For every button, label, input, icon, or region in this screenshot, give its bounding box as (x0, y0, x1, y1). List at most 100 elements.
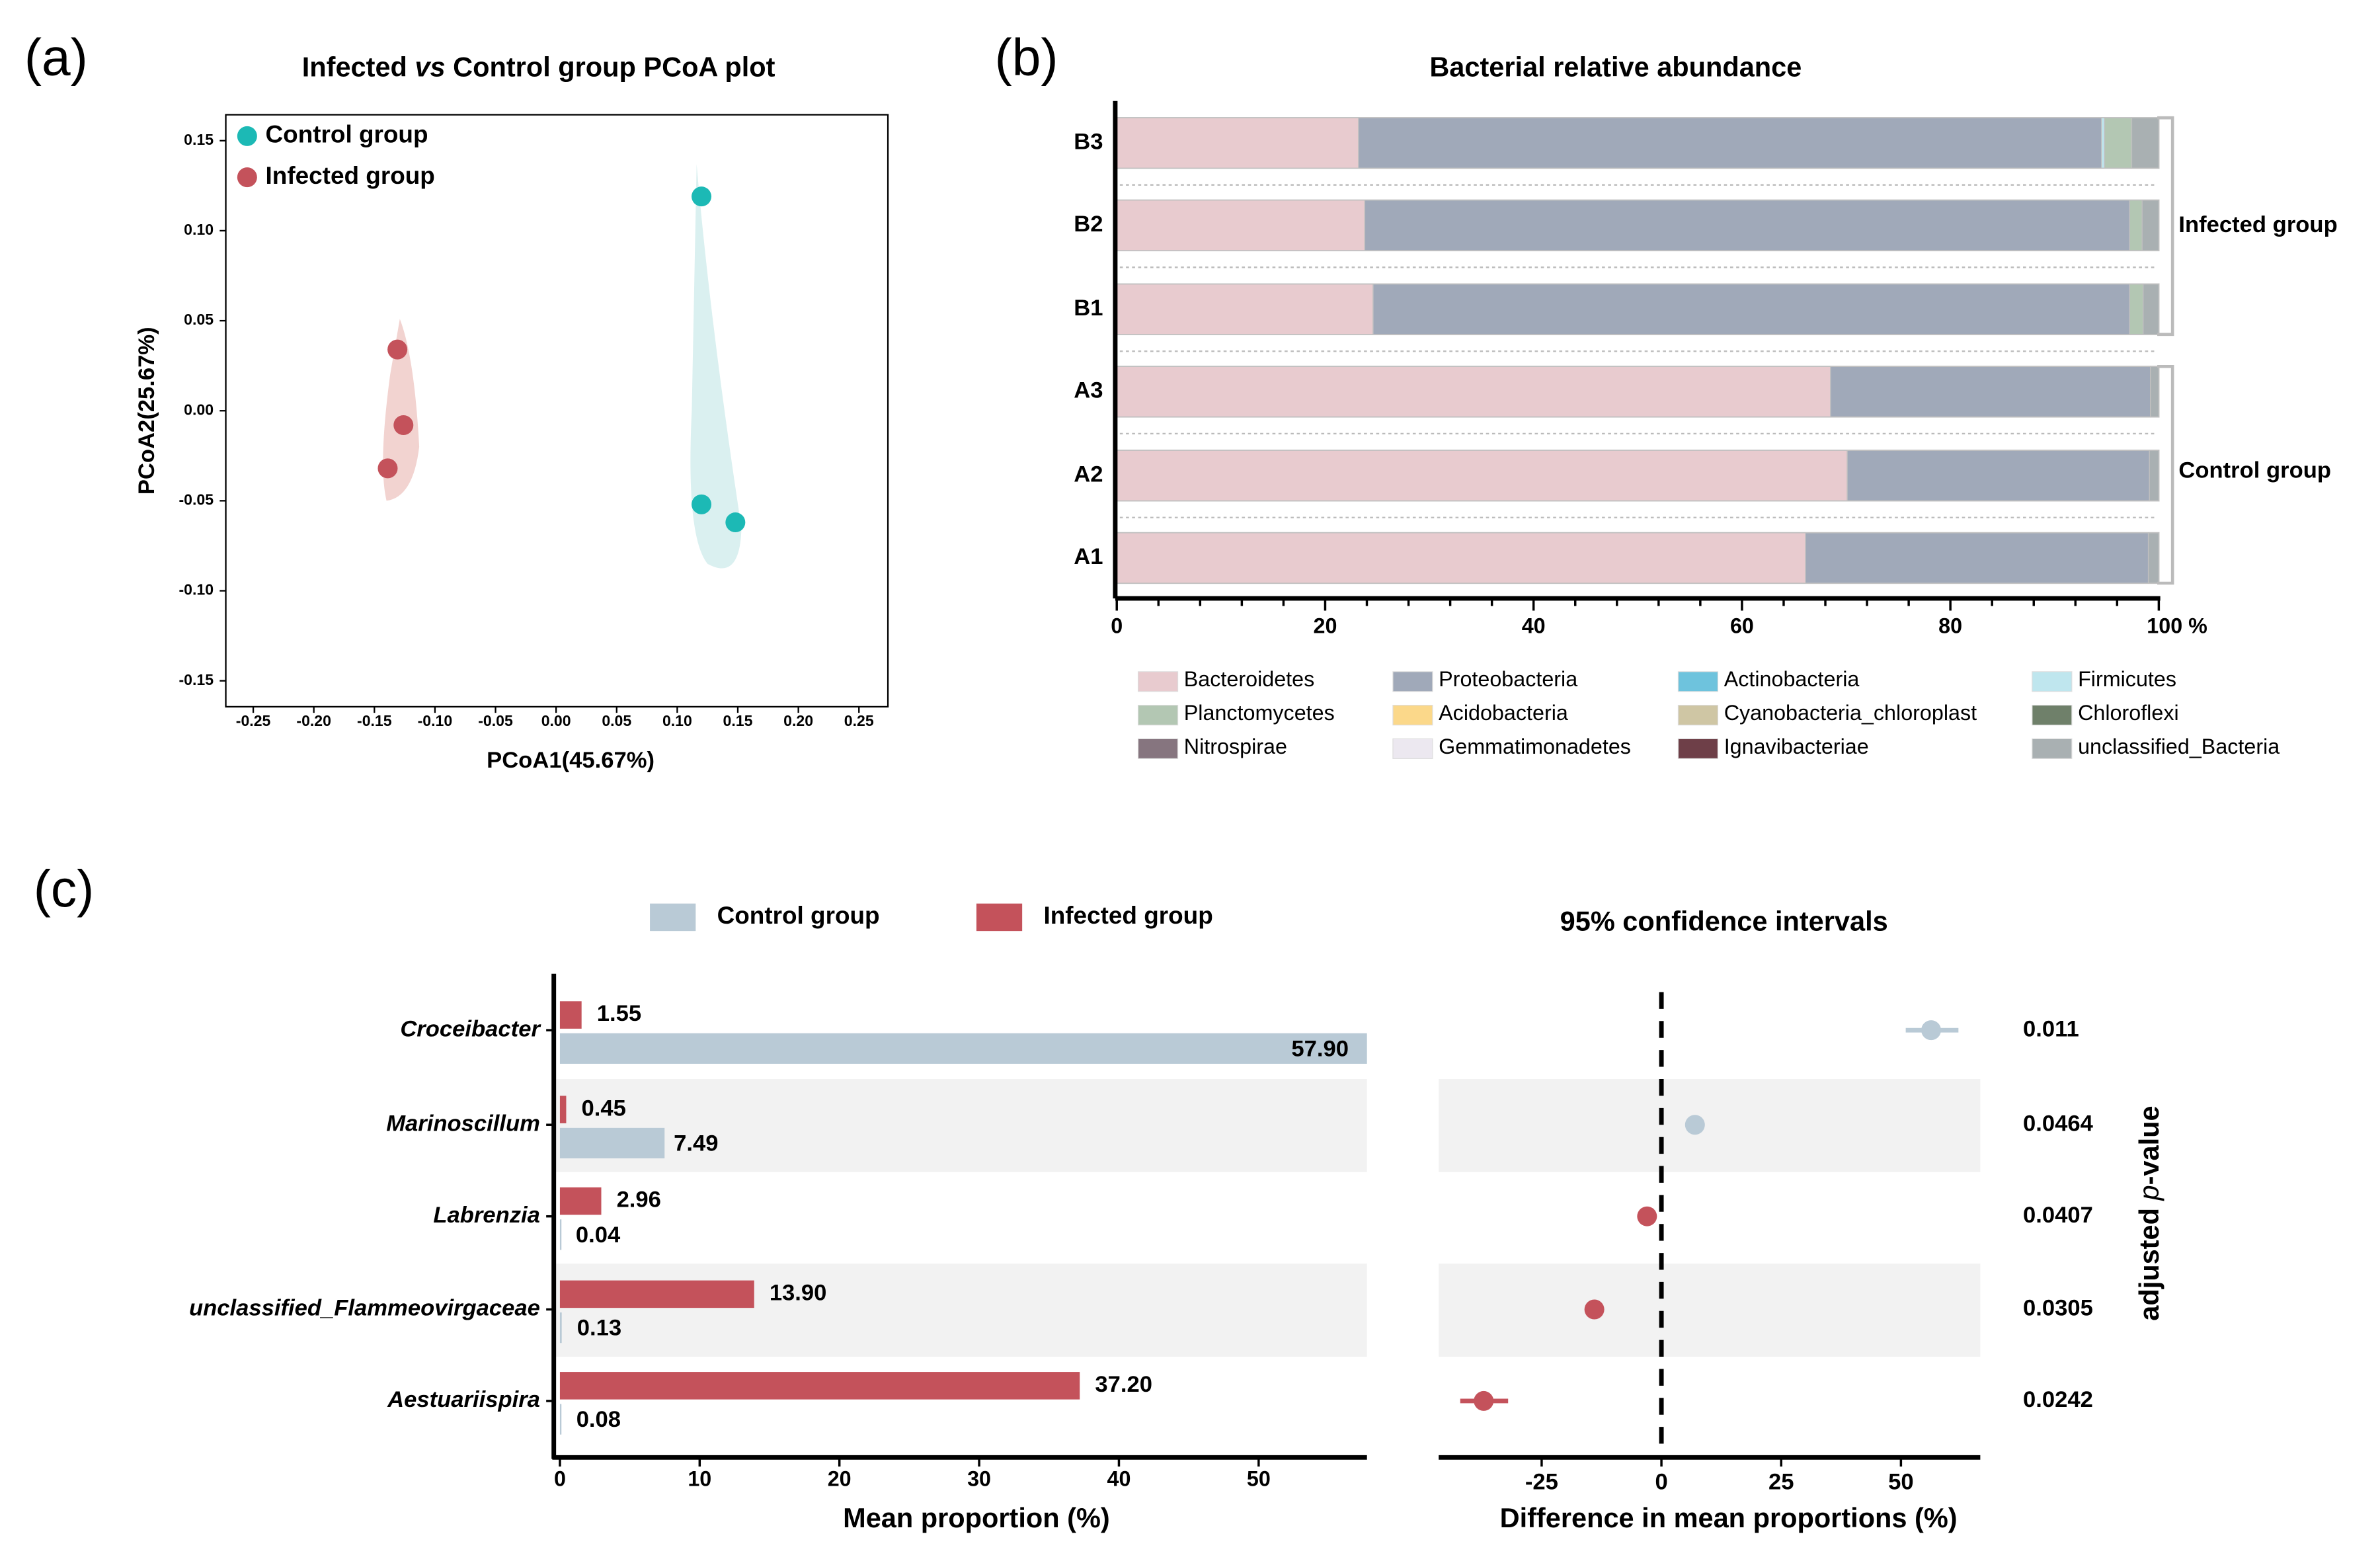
x-tick-label: -0.20 (296, 712, 331, 729)
x-tick-label: -25 (1525, 1470, 1558, 1495)
legend-swatch (2032, 671, 2073, 692)
bar-segment-unclassified_bacteria (2149, 450, 2160, 502)
taxon-label: Aestuariispira (387, 1387, 540, 1412)
p-value-axis-label: adjusted p-value (2133, 1105, 2164, 1320)
legend-label: Firmicutes (2078, 667, 2176, 691)
abundance-title: Bacterial relative abundance (1429, 51, 1802, 82)
bar-value-label: 7.49 (674, 1131, 718, 1156)
x-tick-label: 25 (1768, 1470, 1794, 1495)
legend-swatch (1137, 738, 1179, 759)
legend-label: unclassified_Bacteria (2078, 735, 2280, 758)
panel-label-a: (a) (24, 28, 88, 86)
x-axis-label: Mean proportion (%) (843, 1502, 1110, 1533)
label-part: -value (2133, 1105, 2164, 1185)
pcoa-plot-frame (225, 114, 889, 708)
bar-segment-unclassified_bacteria (2150, 366, 2160, 418)
panel-label-b: (b) (995, 28, 1058, 86)
y-tick-label: 0.10 (184, 221, 214, 238)
legend-label: Cyanobacteria_chloroplast (1724, 701, 1977, 725)
bar-value-label: 0.45 (582, 1096, 626, 1121)
y-tick-label: -0.15 (178, 671, 214, 688)
x-tick-label: 0.05 (602, 712, 631, 729)
y-tick-label: 0.15 (184, 131, 214, 148)
x-tick-label: -0.15 (357, 712, 392, 729)
bar-segment-firmicutes (2101, 117, 2106, 169)
x-tick-label: 0.10 (662, 712, 692, 729)
row-band (1439, 1079, 1981, 1172)
bar-segment-unclassified_bacteria (2147, 532, 2160, 584)
p-value-label: 0.0305 (2023, 1296, 2093, 1321)
ci-title: 95% confidence intervals (1560, 906, 1888, 937)
infected-point (393, 415, 414, 436)
bar-segment-bacteroidetes (1116, 450, 1848, 502)
bar-infected (559, 1096, 567, 1123)
sample-label: A3 (1074, 378, 1103, 403)
legend-label: Proteobacteria (1439, 667, 1577, 691)
control-point (692, 494, 712, 514)
estimate-point (1474, 1390, 1494, 1411)
estimate-point (1685, 1115, 1705, 1135)
panel-label-c: (c) (34, 860, 94, 918)
bar-control (559, 1312, 562, 1343)
bar-segment-unclassified_bacteria (2141, 200, 2160, 251)
y-tick-label: -0.10 (178, 581, 214, 598)
sample-label: A1 (1074, 544, 1103, 569)
group-bracket (2157, 116, 2174, 337)
bar-segment-planctomycetes (2129, 284, 2144, 335)
bar-segment-planctomycetes (2129, 200, 2143, 251)
bar-segment-unclassified_bacteria (2131, 117, 2160, 169)
sample-label: B3 (1074, 129, 1103, 154)
legend-label: Acidobacteria (1439, 701, 1568, 725)
legend-swatch (2032, 705, 2073, 726)
legend-label: Chloroflexi (2078, 701, 2179, 725)
x-tick-label: 20 (828, 1466, 852, 1490)
p-value-label: 0.0242 (2023, 1387, 2093, 1412)
pcoa-title: Infected vs Control group PCoA plot (302, 51, 775, 82)
group-label: Control group (2178, 458, 2331, 483)
group-label: Infected group (2178, 212, 2337, 237)
x-tick-label: 10 (688, 1466, 711, 1490)
bar-segment-proteobacteria (1830, 366, 2151, 418)
bar-infected (559, 1372, 1080, 1400)
legend-swatch (1137, 705, 1179, 726)
bar-infected (559, 1001, 582, 1029)
bar-segment-proteobacteria (1846, 450, 2150, 502)
bar-segment-bacteroidetes (1116, 366, 1831, 418)
y-tick-label: 0.05 (184, 311, 214, 328)
title-part: vs (415, 51, 445, 82)
bar-value-label: 0.13 (577, 1316, 621, 1341)
bar-infected (559, 1280, 754, 1308)
row-band (555, 1263, 1367, 1357)
sample-label: A2 (1074, 461, 1103, 487)
legend-swatch (2032, 738, 2073, 759)
x-tick-label: 40 (1107, 1466, 1130, 1490)
bar-value-label: 13.90 (770, 1281, 827, 1306)
row-band (555, 1079, 1367, 1172)
bar-segment-bacteroidetes (1116, 200, 1366, 251)
bar-value-label: 0.04 (576, 1222, 621, 1248)
bar-value-label: 0.08 (576, 1407, 621, 1432)
y-tick-label: 0.00 (184, 401, 214, 418)
x-tick-label: 50 (1888, 1470, 1914, 1495)
x-tick-label: 100 % (2147, 614, 2207, 637)
bar-value-label: 1.55 (597, 1001, 641, 1026)
sample-label: B2 (1074, 212, 1103, 237)
bar-value-label: 2.96 (617, 1187, 661, 1213)
x-tick-label: 0.00 (541, 712, 571, 729)
control-point (725, 512, 746, 533)
legend-marker-control (237, 126, 257, 146)
control-point (692, 186, 712, 207)
bar-control (559, 1404, 562, 1435)
infected-point (387, 339, 408, 360)
bar-segment-proteobacteria (1364, 200, 2130, 251)
legend-label: Actinobacteria (1724, 667, 1860, 691)
group-bracket (2157, 365, 2174, 585)
bar-segment-proteobacteria (1805, 532, 2149, 584)
legend-swatch (1137, 671, 1179, 692)
legend-label: Infected group (1043, 902, 1212, 929)
bar-segment-bacteroidetes (1116, 284, 1374, 335)
x-tick-label: 40 (1522, 614, 1546, 637)
y-axis-label: PCoA2(25.67%) (134, 327, 159, 495)
x-tick-label: -0.25 (236, 712, 271, 729)
